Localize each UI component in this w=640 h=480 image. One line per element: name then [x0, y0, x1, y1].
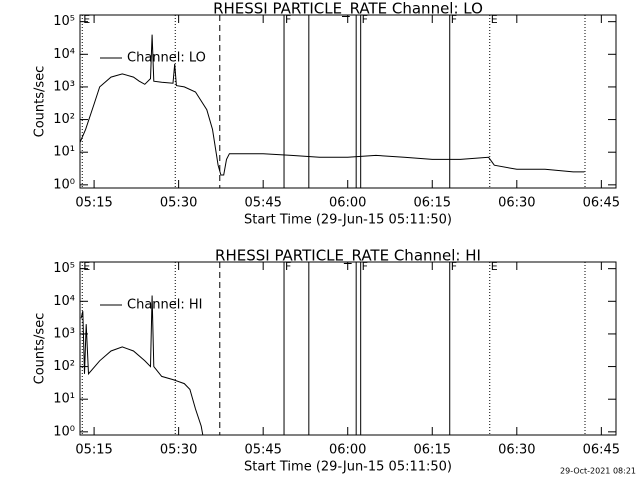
x-tick-label: 06:45 [583, 196, 620, 211]
y-tick-label: 10⁴ [53, 294, 75, 309]
data-line [80, 34, 585, 176]
event-label: F [451, 13, 457, 26]
chart-title: RHESSI PARTICLE_RATE Channel: LO [213, 0, 483, 19]
chart-title: RHESSI PARTICLE_RATE Channel: HI [215, 247, 481, 266]
y-tick-label: 10² [53, 112, 75, 127]
x-tick-label: 06:00 [329, 443, 366, 458]
y-tick-label: 10⁰ [53, 177, 75, 192]
x-tick-label: 06:30 [498, 443, 535, 458]
event-label: E [491, 260, 498, 273]
event-label: F [362, 13, 368, 26]
x-axis-label: Start Time (29-Jun-15 05:11:50) [244, 460, 452, 475]
data-line [80, 295, 204, 435]
y-tick-label: 10⁵ [53, 14, 75, 29]
y-axis-label: Counts/sec [33, 313, 48, 385]
event-label: F [285, 13, 291, 26]
x-tick-label: 05:15 [75, 443, 112, 458]
event-label: F [285, 260, 291, 273]
y-tick-label: 10¹ [53, 392, 75, 407]
plot-frame [79, 261, 617, 436]
y-tick-label: 10² [53, 359, 75, 374]
event-label: E [491, 13, 498, 26]
x-tick-label: 06:45 [583, 443, 620, 458]
x-tick-label: 05:45 [244, 196, 281, 211]
x-tick-label: 06:00 [329, 196, 366, 211]
x-tick-label: 06:15 [414, 443, 451, 458]
y-tick-label: 10³ [53, 79, 75, 94]
x-tick-label: 05:45 [244, 443, 281, 458]
x-tick-label: 06:15 [414, 196, 451, 211]
y-tick-label: 10⁵ [53, 261, 75, 276]
legend-label: Channel: HI [127, 298, 203, 313]
x-axis-label: Start Time (29-Jun-15 05:11:50) [244, 213, 452, 228]
event-label: E [83, 13, 90, 26]
event-label: F [451, 260, 457, 273]
y-tick-label: 10³ [53, 326, 75, 341]
y-tick-label: 10⁴ [53, 47, 75, 62]
x-tick-label: 05:15 [75, 196, 112, 211]
footer: 29-Oct-2021 08:21 [560, 467, 636, 476]
x-tick-label: 05:30 [160, 443, 197, 458]
event-label: F [362, 260, 368, 273]
legend-label: Channel: LO [127, 51, 206, 66]
plot-frame [79, 14, 617, 189]
x-tick-label: 05:30 [160, 196, 197, 211]
y-axis-label: Counts/sec [33, 66, 48, 138]
event-label: E [83, 260, 90, 273]
y-tick-label: 10¹ [53, 145, 75, 160]
y-tick-label: 10⁰ [53, 424, 75, 439]
x-tick-label: 06:30 [498, 196, 535, 211]
